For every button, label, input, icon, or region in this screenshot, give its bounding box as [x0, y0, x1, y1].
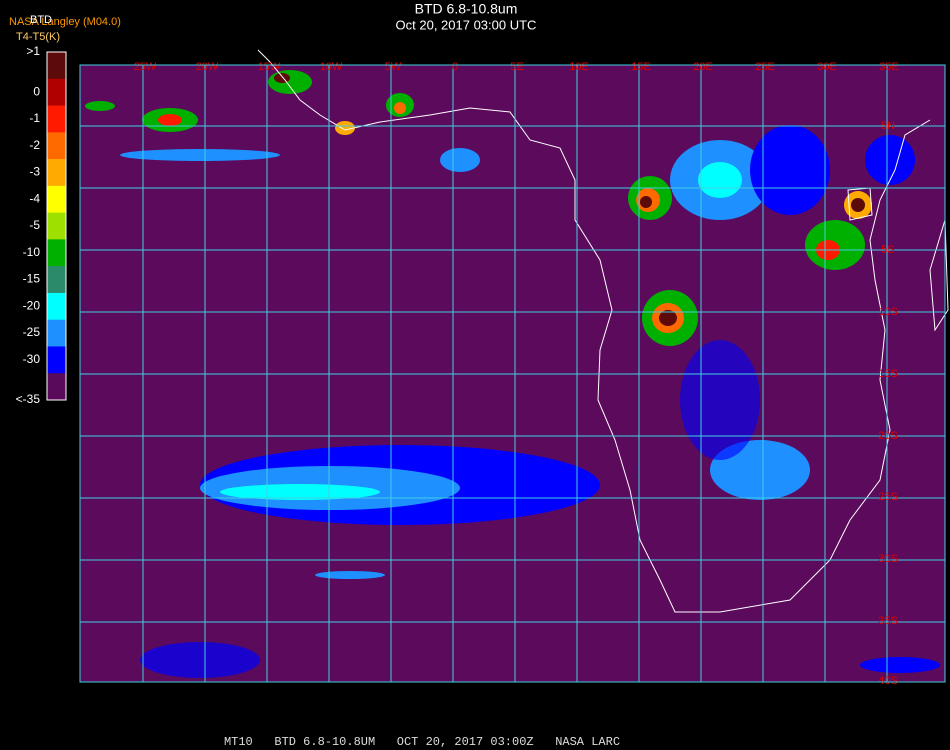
colorbar-swatch	[47, 266, 66, 294]
colorbar-label: -4	[29, 191, 40, 205]
longitude-label: 30E	[817, 61, 837, 73]
units: T4-T5(K)	[16, 31, 60, 43]
colorbar-label: -20	[23, 298, 41, 312]
colorbar-swatch	[47, 319, 66, 347]
colorbar-swatch	[47, 185, 66, 214]
colorbar-label: -3	[29, 165, 40, 179]
colorbar-swatch	[47, 292, 66, 321]
colorbar-swatch	[47, 159, 66, 187]
colorbar-label: -5	[29, 218, 40, 232]
colorbar-swatch	[47, 52, 66, 80]
colorbar-label: >1	[26, 44, 40, 58]
longitude-label: 0	[452, 61, 458, 73]
title: BTD 6.8-10.8um	[415, 1, 518, 17]
island-outline	[929, 219, 949, 332]
longitude-label: 20W	[196, 61, 219, 73]
latitude-label: 20S	[878, 430, 898, 442]
subtitle: Oct 20, 2017 03:00 UTC	[396, 17, 537, 32]
source: NASA Langley (M04.0)	[9, 16, 121, 28]
latitude-label: 5N	[881, 120, 895, 132]
latitude-label: 25S	[878, 491, 898, 503]
latitude-label: 35S	[878, 615, 898, 627]
map: 25W 20W 15W 10W 5W 0 5E 10E 15E 20E 25E 30E 35E 5N 5S 1…	[79, 49, 949, 687]
footer: MT10 BTD 6.8-10.8UM OCT 20, 2017 03:00Z …	[224, 735, 620, 749]
graticule: 25W 20W 15W 10W 5W 0 5E 10E 15E 20E 25E 30E 35E 5N 5S 1…	[80, 61, 945, 687]
latitude-label: 5S	[881, 244, 894, 256]
colorbar-swatch	[47, 346, 66, 374]
longitude-label: 10E	[569, 61, 589, 73]
latitude-label: 15S	[878, 368, 898, 380]
colorbar-swatch	[47, 373, 66, 401]
longitude-label: 20E	[693, 61, 713, 73]
longitude-label: 35E	[879, 61, 899, 73]
lake-outline	[847, 187, 873, 221]
colorbar-label: -2	[29, 138, 40, 152]
colorbar-swatch	[47, 105, 66, 133]
colorbar-swatch	[47, 78, 66, 107]
coastline	[257, 49, 931, 613]
colorbar-label: -25	[23, 325, 41, 339]
colorbar-swatch	[47, 212, 66, 240]
map-frame	[79, 64, 946, 683]
latitude-label: 10S	[878, 306, 898, 318]
product: BTD	[30, 14, 52, 26]
longitude-label: 25W	[134, 61, 157, 73]
longitude-label: 25E	[755, 61, 775, 73]
colorbar-label: -1	[29, 111, 40, 125]
longitude-label: 5W	[385, 61, 402, 73]
latitude-label: 30S	[878, 553, 898, 565]
longitude-label: 15W	[258, 61, 281, 73]
longitude-label: 15E	[631, 61, 651, 73]
colorbar-label: <-35	[16, 392, 41, 406]
colorbar: >1 0 -1 -2 -3 -4 -5 -10 -15 -20 -25 -30 <-35	[16, 44, 67, 406]
colorbar-label: -30	[23, 352, 41, 366]
colorbar-label: -15	[23, 272, 41, 286]
latitude-label: 40S	[878, 675, 898, 687]
longitude-label: 5E	[510, 61, 523, 73]
colorbar-label: 0	[33, 84, 40, 98]
clouds	[85, 70, 940, 678]
colorbar-swatch	[47, 132, 66, 160]
colorbar-label: -10	[23, 245, 41, 259]
longitude-label: 10W	[320, 61, 343, 73]
colorbar-frame	[46, 51, 67, 401]
colorbar-swatch	[47, 239, 66, 267]
